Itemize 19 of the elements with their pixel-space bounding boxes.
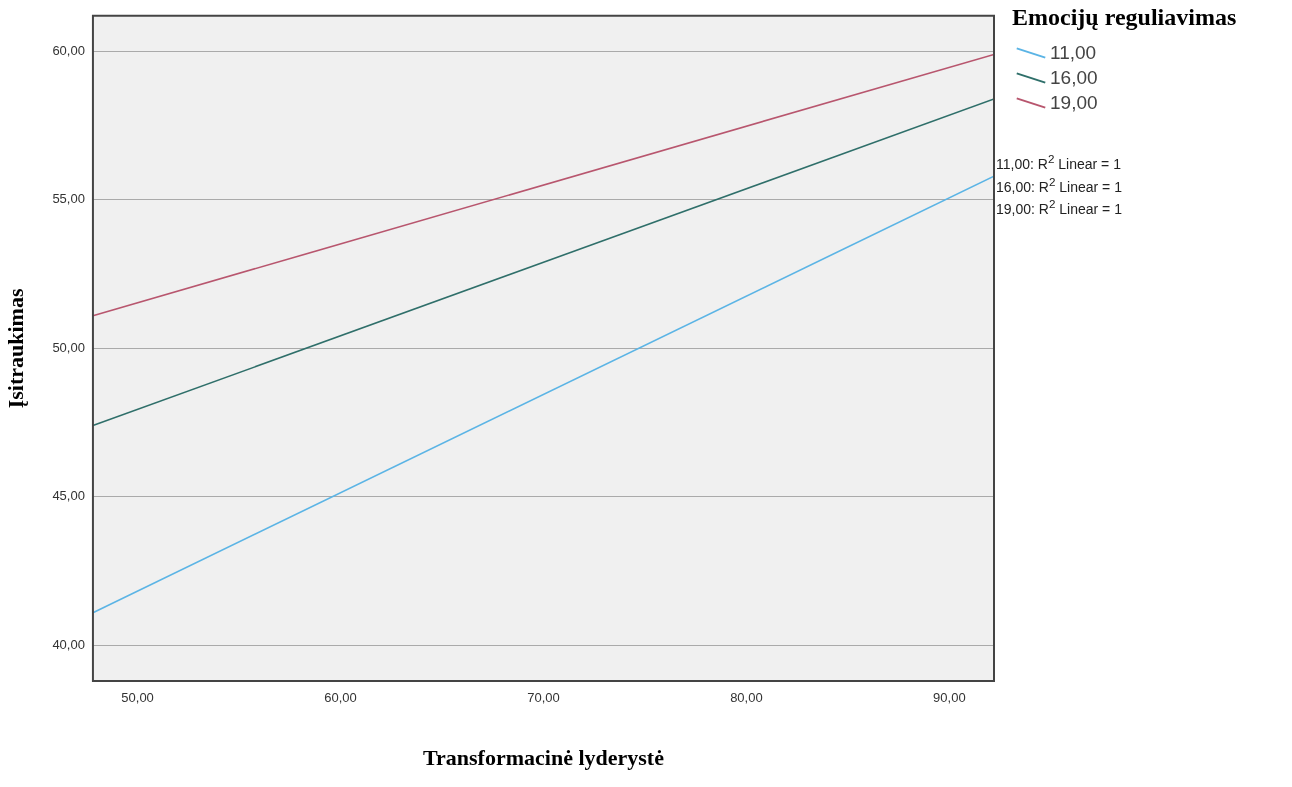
y-tick-label: 40,00 xyxy=(52,636,85,652)
y-tick-label: 50,00 xyxy=(52,339,85,355)
x-tick-label: 60,00 xyxy=(324,690,357,706)
x-tick-label: 50,00 xyxy=(121,690,154,706)
x-axis-title: Transformacinė lyderystė xyxy=(423,745,665,771)
x-tick-label: 80,00 xyxy=(730,690,763,706)
x-tick-label: 70,00 xyxy=(527,690,560,706)
y-tick-label: 45,00 xyxy=(52,488,85,504)
text: 11,00: R$^{2}$ Linear = 1 xyxy=(996,151,1122,173)
y-tick-label: 60,00 xyxy=(52,43,85,59)
text: 16,00: R$^{2}$ Linear = 1 xyxy=(996,173,1122,196)
legend-label: 11,00 xyxy=(1050,41,1097,65)
y-axis-title: Įsitraukimas xyxy=(2,288,28,409)
legend-label: 16,00 xyxy=(1050,66,1098,90)
y-tick-label: 55,00 xyxy=(52,191,85,207)
legend-label: 19,00 xyxy=(1050,91,1098,115)
legend-title: Emocijų reguliavimas xyxy=(1012,4,1237,31)
text: 19,00: R$^{2}$ Linear = 1 xyxy=(996,196,1122,218)
x-tick-label: 90,00 xyxy=(933,690,966,706)
